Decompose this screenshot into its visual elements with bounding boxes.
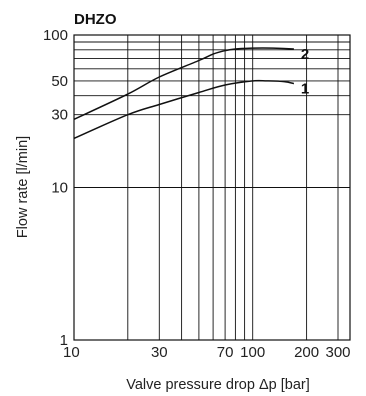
x-tick-label: 70	[217, 344, 234, 361]
series-1-label: 1	[301, 81, 309, 98]
series-2-label: 2	[301, 46, 309, 63]
plot-frame	[73, 34, 351, 341]
y-axis-label: Flow rate [l/min]	[15, 136, 31, 238]
y-tick-label: 1	[60, 332, 68, 349]
series-1-curve	[73, 79, 295, 140]
x-tick-labels: 10 30 70 100 200 300	[63, 344, 351, 361]
x-tick-label: 30	[151, 344, 168, 361]
series-curves: 12	[73, 46, 309, 140]
x-tick-label: 200	[294, 344, 319, 361]
y-tick-label: 30	[51, 107, 68, 124]
y-tick-labels: 1 10 30 50 100	[43, 27, 68, 349]
x-tick-label: 10	[63, 344, 80, 361]
y-tick-label: 100	[43, 27, 68, 44]
y-tick-label: 50	[51, 73, 68, 90]
chart-title: DHZO	[74, 11, 117, 28]
x-tick-label: 100	[240, 344, 265, 361]
x-axis-label: Valve pressure drop Δp [bar]	[126, 377, 310, 393]
series-2-curve	[73, 47, 294, 120]
y-tick-label: 10	[51, 180, 68, 197]
x-tick-label: 300	[325, 344, 350, 361]
